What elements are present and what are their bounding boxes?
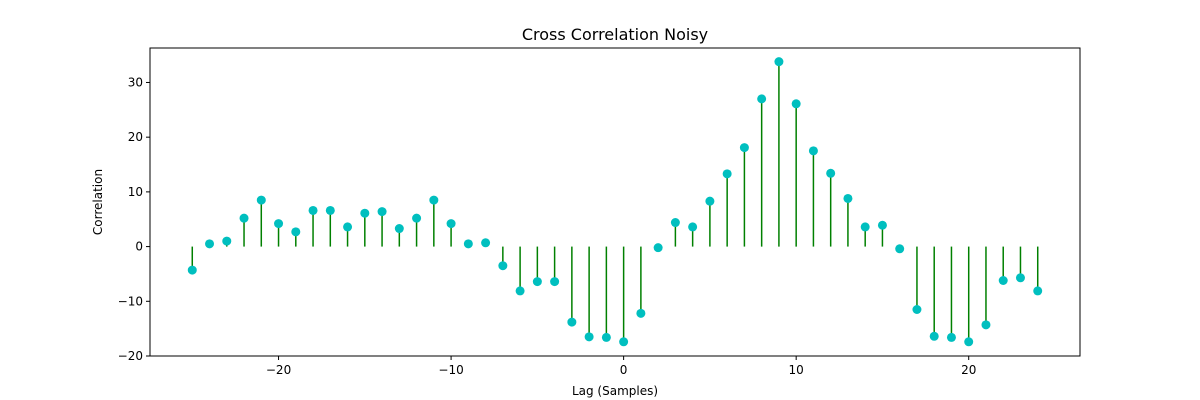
stem-marker bbox=[256, 195, 266, 205]
x-axis-label: Lag (Samples) bbox=[572, 384, 658, 398]
stem-marker bbox=[394, 224, 404, 234]
stem-marker bbox=[343, 222, 353, 232]
stem-marker bbox=[567, 317, 577, 327]
stem-marker bbox=[550, 277, 560, 287]
stem-marker bbox=[895, 244, 905, 254]
stem-marker bbox=[843, 193, 853, 203]
stem-marker bbox=[912, 304, 922, 314]
stem-marker bbox=[187, 265, 197, 275]
stem-marker bbox=[360, 208, 370, 218]
y-tick-label: −20 bbox=[118, 349, 143, 363]
x-axis-ticks: −20 −10 0 10 20 bbox=[266, 356, 976, 377]
stem-marker bbox=[446, 219, 456, 229]
stem-marker bbox=[1015, 273, 1025, 283]
y-tick-label: −10 bbox=[118, 294, 143, 308]
stem-marker bbox=[757, 94, 767, 104]
x-tick-label: 20 bbox=[961, 363, 976, 377]
stem-lines bbox=[191, 61, 1039, 342]
stem-markers bbox=[187, 57, 1043, 347]
stem-marker bbox=[325, 205, 335, 215]
stem-marker bbox=[946, 332, 956, 342]
y-tick-label: 20 bbox=[128, 130, 143, 144]
stem-marker bbox=[291, 227, 301, 237]
stem-marker bbox=[274, 219, 284, 229]
stem-marker bbox=[929, 331, 939, 341]
stem-marker bbox=[705, 196, 715, 206]
stem-marker bbox=[774, 57, 784, 67]
stem-marker bbox=[826, 168, 836, 178]
plot-frame bbox=[149, 47, 1081, 357]
stem-marker bbox=[498, 261, 508, 271]
stem-marker bbox=[860, 222, 870, 232]
stem-marker bbox=[412, 213, 422, 223]
stem-marker bbox=[601, 332, 611, 342]
stem-marker bbox=[429, 195, 439, 205]
y-tick-label: 0 bbox=[135, 240, 143, 254]
y-tick-label: 30 bbox=[128, 75, 143, 89]
stem-marker bbox=[377, 207, 387, 217]
stem-marker bbox=[739, 143, 749, 153]
stem-marker bbox=[515, 286, 525, 296]
y-axis-ticks: −20 −10 0 10 20 30 bbox=[118, 75, 150, 363]
stem-marker bbox=[532, 277, 542, 287]
stem-marker bbox=[239, 213, 249, 223]
x-tick-label: −20 bbox=[266, 363, 291, 377]
stem-marker bbox=[653, 243, 663, 253]
y-tick-label: 10 bbox=[128, 185, 143, 199]
stem-marker bbox=[688, 222, 698, 232]
stem-marker bbox=[222, 236, 232, 246]
stem-marker bbox=[308, 205, 318, 215]
y-axis-label: Correlation bbox=[91, 169, 105, 235]
chart-title: Cross Correlation Noisy bbox=[522, 25, 708, 44]
stem-marker bbox=[463, 239, 473, 249]
stem-marker bbox=[964, 337, 974, 347]
stem-marker bbox=[877, 220, 887, 230]
x-tick-label: −10 bbox=[438, 363, 463, 377]
stem-marker bbox=[636, 308, 646, 318]
stem-marker bbox=[981, 320, 991, 330]
stem-marker bbox=[998, 276, 1008, 286]
stem-marker bbox=[670, 218, 680, 228]
stem-marker bbox=[619, 337, 629, 347]
stem-marker bbox=[722, 169, 732, 179]
stem-marker bbox=[205, 239, 215, 249]
stem-marker bbox=[481, 238, 491, 248]
stem-marker bbox=[808, 146, 818, 156]
stem-marker bbox=[1033, 286, 1043, 296]
x-tick-label: 0 bbox=[620, 363, 628, 377]
x-tick-label: 10 bbox=[789, 363, 804, 377]
stem-marker bbox=[791, 99, 801, 109]
stem-marker bbox=[584, 332, 594, 342]
